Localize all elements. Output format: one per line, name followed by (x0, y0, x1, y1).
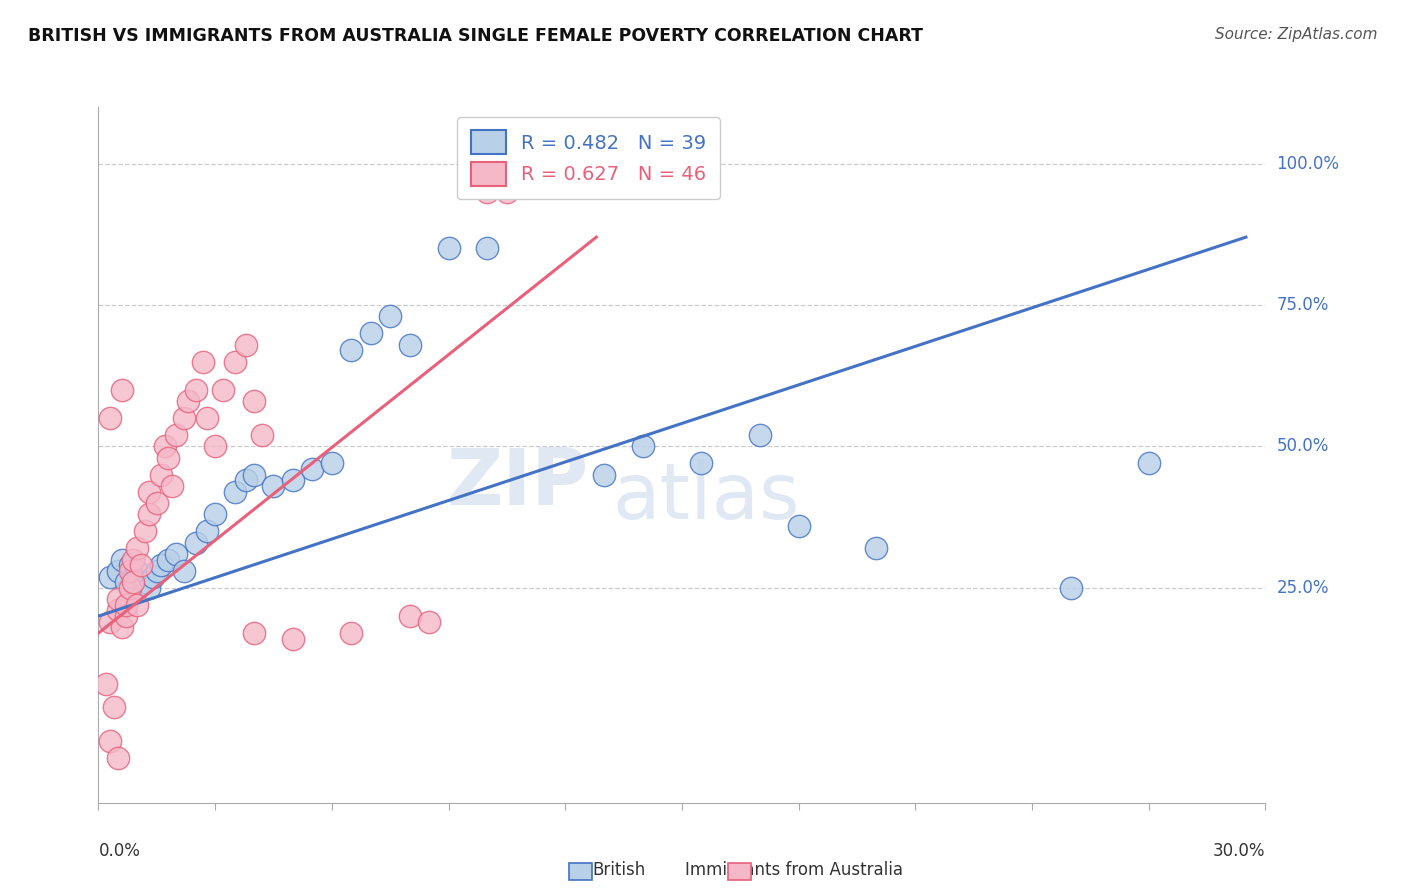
Point (127, 564, 149, 578)
Point (107, 750, 129, 764)
Text: ZIP: ZIP (446, 445, 589, 521)
Point (477, 242, 499, 256)
Point (177, 394, 200, 409)
Legend: R = 0.482   N = 39, R = 0.627   N = 46: R = 0.482 N = 39, R = 0.627 N = 46 (457, 117, 720, 199)
Point (111, 620, 134, 634)
Point (138, 581, 160, 595)
Point (157, 450, 180, 465)
Point (243, 467, 266, 482)
Point (398, 609, 420, 624)
Point (224, 354, 246, 368)
Text: atlas: atlas (612, 458, 800, 534)
Point (118, 564, 141, 578)
Point (138, 508, 160, 522)
Point (235, 474, 257, 488)
Text: 25.0%: 25.0% (1277, 579, 1329, 597)
Point (195, 524, 218, 539)
Point (134, 575, 156, 590)
Point (243, 626, 266, 640)
Point (114, 598, 136, 612)
Point (153, 439, 176, 453)
Point (787, 518, 810, 533)
Text: 50.0%: 50.0% (1277, 437, 1329, 456)
Point (157, 552, 180, 566)
Text: Immigrants from Australia: Immigrants from Australia (685, 861, 904, 879)
Point (98, 615, 121, 629)
Point (477, 185, 499, 199)
Point (107, 603, 129, 617)
Point (224, 484, 246, 499)
Point (281, 474, 304, 488)
Point (127, 541, 149, 556)
Point (122, 575, 145, 590)
Point (98, 569, 121, 583)
Point (184, 535, 207, 549)
Point (243, 394, 266, 409)
Point (748, 428, 770, 442)
Text: 30.0%: 30.0% (1213, 842, 1265, 860)
Point (321, 457, 343, 471)
Point (250, 428, 273, 442)
Text: 100.0%: 100.0% (1277, 154, 1340, 173)
Point (114, 609, 136, 624)
Point (138, 484, 160, 499)
Point (593, 467, 616, 482)
Point (262, 479, 284, 493)
Point (149, 467, 172, 482)
Point (149, 558, 172, 573)
Point (173, 411, 195, 425)
Text: British: British (592, 861, 645, 879)
Text: BRITISH VS IMMIGRANTS FROM AUSTRALIA SINGLE FEMALE POVERTY CORRELATION CHART: BRITISH VS IMMIGRANTS FROM AUSTRALIA SIN… (28, 27, 924, 45)
Point (1060, 581, 1083, 595)
Point (281, 632, 304, 646)
Point (118, 558, 141, 573)
Point (98, 733, 121, 747)
Point (107, 564, 129, 578)
Point (690, 457, 713, 471)
Point (98, 411, 121, 425)
Point (118, 581, 141, 595)
Point (235, 337, 257, 351)
Text: 0.0%: 0.0% (98, 842, 141, 860)
Point (173, 564, 195, 578)
Point (107, 592, 129, 607)
Point (122, 552, 145, 566)
Point (111, 552, 134, 566)
Point (340, 626, 363, 640)
Point (204, 508, 226, 522)
Text: 75.0%: 75.0% (1277, 296, 1329, 314)
Point (165, 547, 187, 561)
Point (301, 462, 323, 476)
Point (418, 615, 440, 629)
Point (631, 439, 654, 453)
Point (165, 428, 187, 442)
Point (495, 185, 517, 199)
Point (111, 383, 134, 397)
Point (96, 677, 118, 691)
Point (129, 558, 152, 573)
Point (146, 496, 169, 510)
Point (114, 575, 136, 590)
Point (865, 541, 887, 556)
Point (378, 310, 402, 324)
Point (162, 479, 184, 493)
Point (195, 411, 218, 425)
Point (122, 569, 145, 583)
Point (398, 337, 420, 351)
Point (360, 326, 382, 341)
Point (340, 343, 363, 358)
Point (437, 242, 460, 256)
Point (1137, 457, 1160, 471)
Point (204, 439, 226, 453)
Point (134, 524, 156, 539)
Text: Source: ZipAtlas.com: Source: ZipAtlas.com (1215, 27, 1378, 42)
Point (193, 354, 215, 368)
Point (212, 383, 235, 397)
Point (103, 699, 125, 714)
Point (146, 564, 169, 578)
Point (142, 569, 165, 583)
Point (184, 383, 207, 397)
Point (127, 598, 149, 612)
